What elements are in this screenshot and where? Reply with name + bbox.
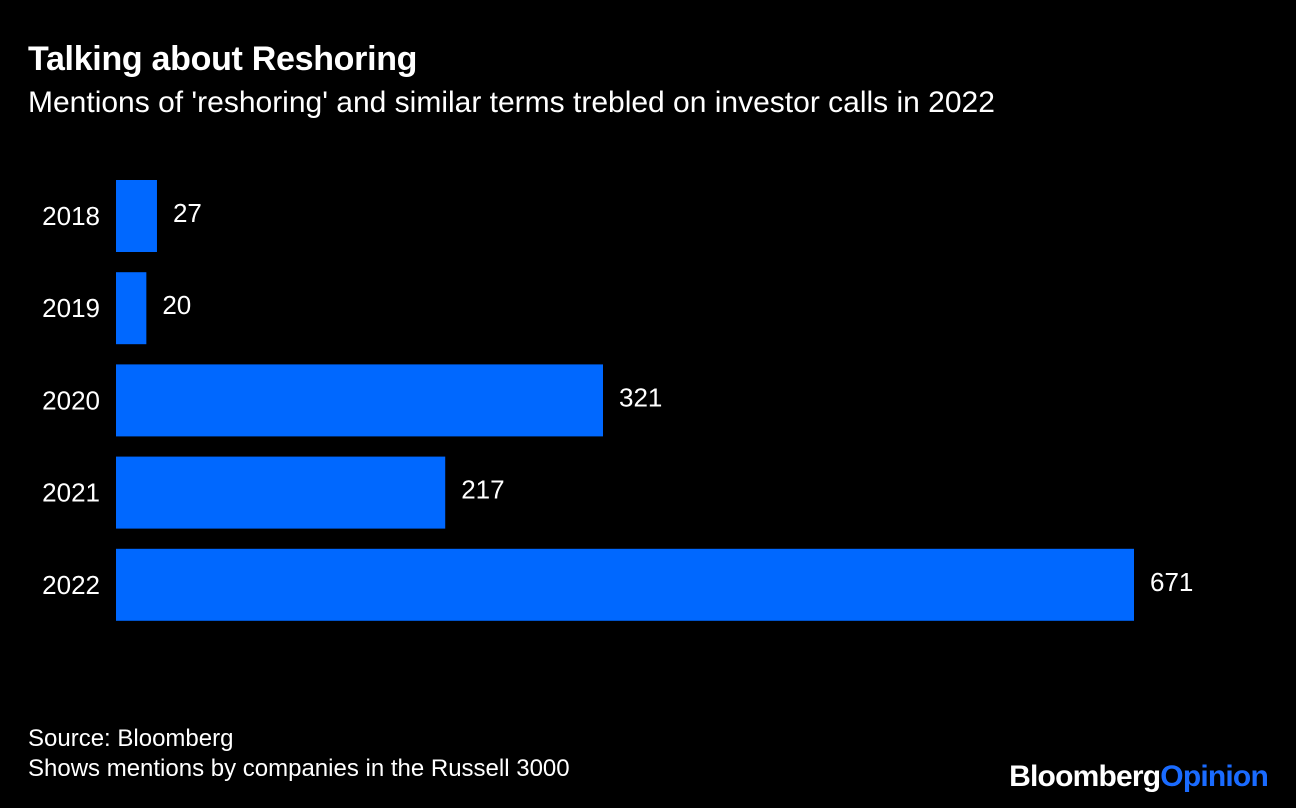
category-label-2018: 2018 (42, 201, 100, 231)
bar-2021 (116, 456, 446, 529)
category-label-2021: 2021 (42, 478, 100, 508)
value-label-2021: 217 (461, 475, 504, 505)
source-note: Source: Bloomberg (28, 725, 234, 752)
category-label-2020: 2020 (42, 385, 100, 415)
category-label-2022: 2022 (42, 570, 100, 600)
value-label-2019: 20 (162, 290, 191, 320)
category-label-2019: 2019 (42, 293, 100, 323)
bar-2018 (116, 180, 157, 252)
bar-2019 (116, 272, 147, 345)
bar-2020 (116, 364, 604, 437)
bloomberg-opinion-logo: BloombergOpinion (1009, 760, 1269, 794)
value-label-2018: 27 (173, 198, 202, 228)
bar-2022 (116, 548, 1134, 621)
logo-section: Opinion (1160, 760, 1269, 793)
chart-subtitle: Mentions of 'reshoring' and similar term… (28, 86, 995, 119)
value-label-2022: 671 (1150, 567, 1193, 597)
footnote: Shows mentions by companies in the Russe… (28, 755, 570, 782)
chart-title: Talking about Reshoring (28, 40, 418, 78)
value-label-2020: 321 (619, 382, 662, 412)
logo-brand: Bloomberg (1009, 760, 1161, 793)
